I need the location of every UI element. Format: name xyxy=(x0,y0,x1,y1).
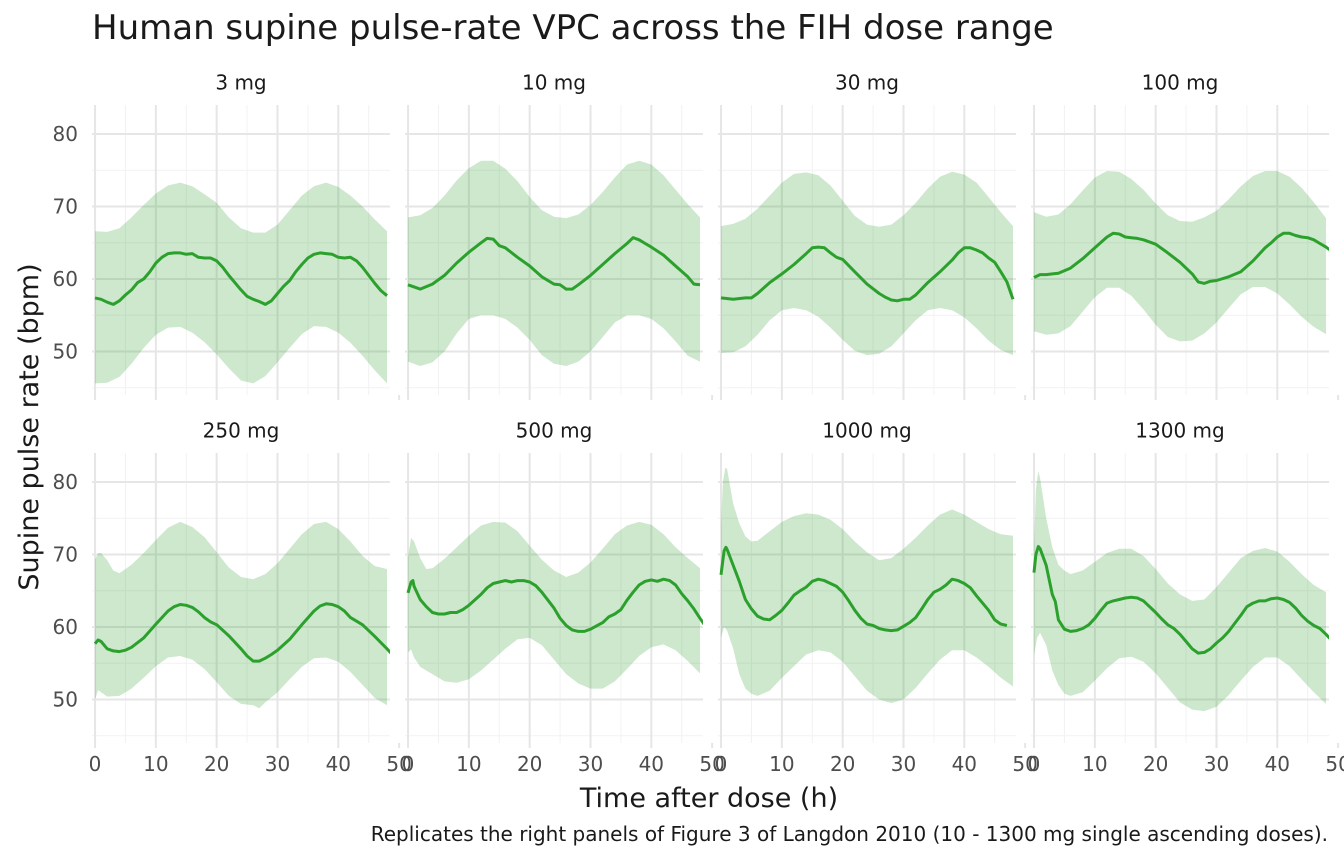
prediction-interval-band xyxy=(95,182,387,384)
facet-panel: 3 mg 50 60 70 80 xyxy=(53,71,401,400)
median-line xyxy=(407,236,701,291)
median-line xyxy=(1033,231,1329,285)
y-tick-label: 60 xyxy=(53,267,78,291)
chart-caption: Replicates the right panels of Figure 3 … xyxy=(370,822,1328,846)
median-line xyxy=(406,577,703,633)
y-tick-label: 70 xyxy=(53,543,78,567)
y-tick-label: 50 xyxy=(53,340,78,364)
y-tick-label: 60 xyxy=(53,615,78,639)
y-axis-label: Supine pulse rate (bpm) xyxy=(14,263,45,590)
facet-strip-label: 100 mg xyxy=(1142,71,1219,95)
facet-panel: 10 mg xyxy=(405,71,714,400)
prediction-interval-band xyxy=(721,171,1013,356)
x-tick-label: 20 xyxy=(517,752,542,776)
facet-panel: 100 mg xyxy=(1031,71,1340,400)
x-tick-label: 30 xyxy=(578,752,603,776)
median-line xyxy=(1032,545,1329,655)
x-tick-label: 30 xyxy=(1204,752,1229,776)
facet-panel: 30 mg xyxy=(718,71,1027,400)
median-line xyxy=(720,245,1015,303)
facet-panel: 1000 mg 0 10 20 30 40 50 xyxy=(715,419,1038,777)
y-tick-label: 50 xyxy=(53,688,78,712)
facet-panel: 500 mg 0 10 20 30 40 50 xyxy=(402,419,725,777)
facet-strip-label: 500 mg xyxy=(516,419,593,443)
x-tick-label: 0 xyxy=(402,752,415,776)
facet-panel: 250 mg 50 60 70 80 0 10 20 30 40 50 xyxy=(53,419,412,777)
x-axis-label: Time after dose (h) xyxy=(579,783,838,814)
y-tick-label: 80 xyxy=(53,122,78,146)
y-tick-label: 80 xyxy=(53,470,78,494)
median-line xyxy=(94,251,388,306)
x-tick-label: 0 xyxy=(715,752,728,776)
x-tick-label: 10 xyxy=(769,752,794,776)
x-tick-label: 50 xyxy=(699,752,724,776)
x-tick-label: 40 xyxy=(326,752,351,776)
x-tick-label: 40 xyxy=(952,752,977,776)
prediction-interval-band xyxy=(721,467,1013,704)
prediction-interval-band xyxy=(408,160,700,366)
facet-strip-label: 10 mg xyxy=(522,71,586,95)
median-line xyxy=(719,545,1008,633)
prediction-interval-band xyxy=(1034,171,1326,342)
x-tick-label: 10 xyxy=(456,752,481,776)
facet-strip-label: 250 mg xyxy=(203,419,280,443)
x-tick-label: 50 xyxy=(1325,752,1344,776)
prediction-interval-band xyxy=(408,521,700,689)
x-tick-label: 10 xyxy=(1082,752,1107,776)
facet-strip-label: 30 mg xyxy=(835,71,899,95)
x-tick-label: 0 xyxy=(1028,752,1041,776)
median-line xyxy=(93,602,390,663)
chart-title: Human supine pulse-rate VPC across the F… xyxy=(92,8,1054,48)
x-tick-label: 50 xyxy=(1012,752,1037,776)
facet-strip-label: 1300 mg xyxy=(1135,419,1224,443)
y-tick-label: 70 xyxy=(53,195,78,219)
x-tick-label: 20 xyxy=(204,752,229,776)
x-tick-label: 40 xyxy=(639,752,664,776)
prediction-interval-band xyxy=(95,521,387,709)
x-tick-label: 20 xyxy=(1143,752,1168,776)
x-tick-label: 30 xyxy=(265,752,290,776)
x-tick-label: 0 xyxy=(89,752,102,776)
x-tick-label: 50 xyxy=(386,752,411,776)
x-tick-label: 40 xyxy=(1265,752,1290,776)
x-tick-label: 10 xyxy=(143,752,168,776)
prediction-interval-band xyxy=(1034,471,1326,712)
facet-strip-label: 3 mg xyxy=(215,71,266,95)
facet-strip-label: 1000 mg xyxy=(822,419,911,443)
x-tick-label: 20 xyxy=(830,752,855,776)
panels-layer: 3 mg 50 60 70 80 10 mg 30 mg 100 mg 250 mg 50 60 70… xyxy=(53,71,1344,777)
x-tick-label: 30 xyxy=(891,752,916,776)
facet-panel: 1300 mg 0 10 20 30 40 50 xyxy=(1028,419,1344,777)
